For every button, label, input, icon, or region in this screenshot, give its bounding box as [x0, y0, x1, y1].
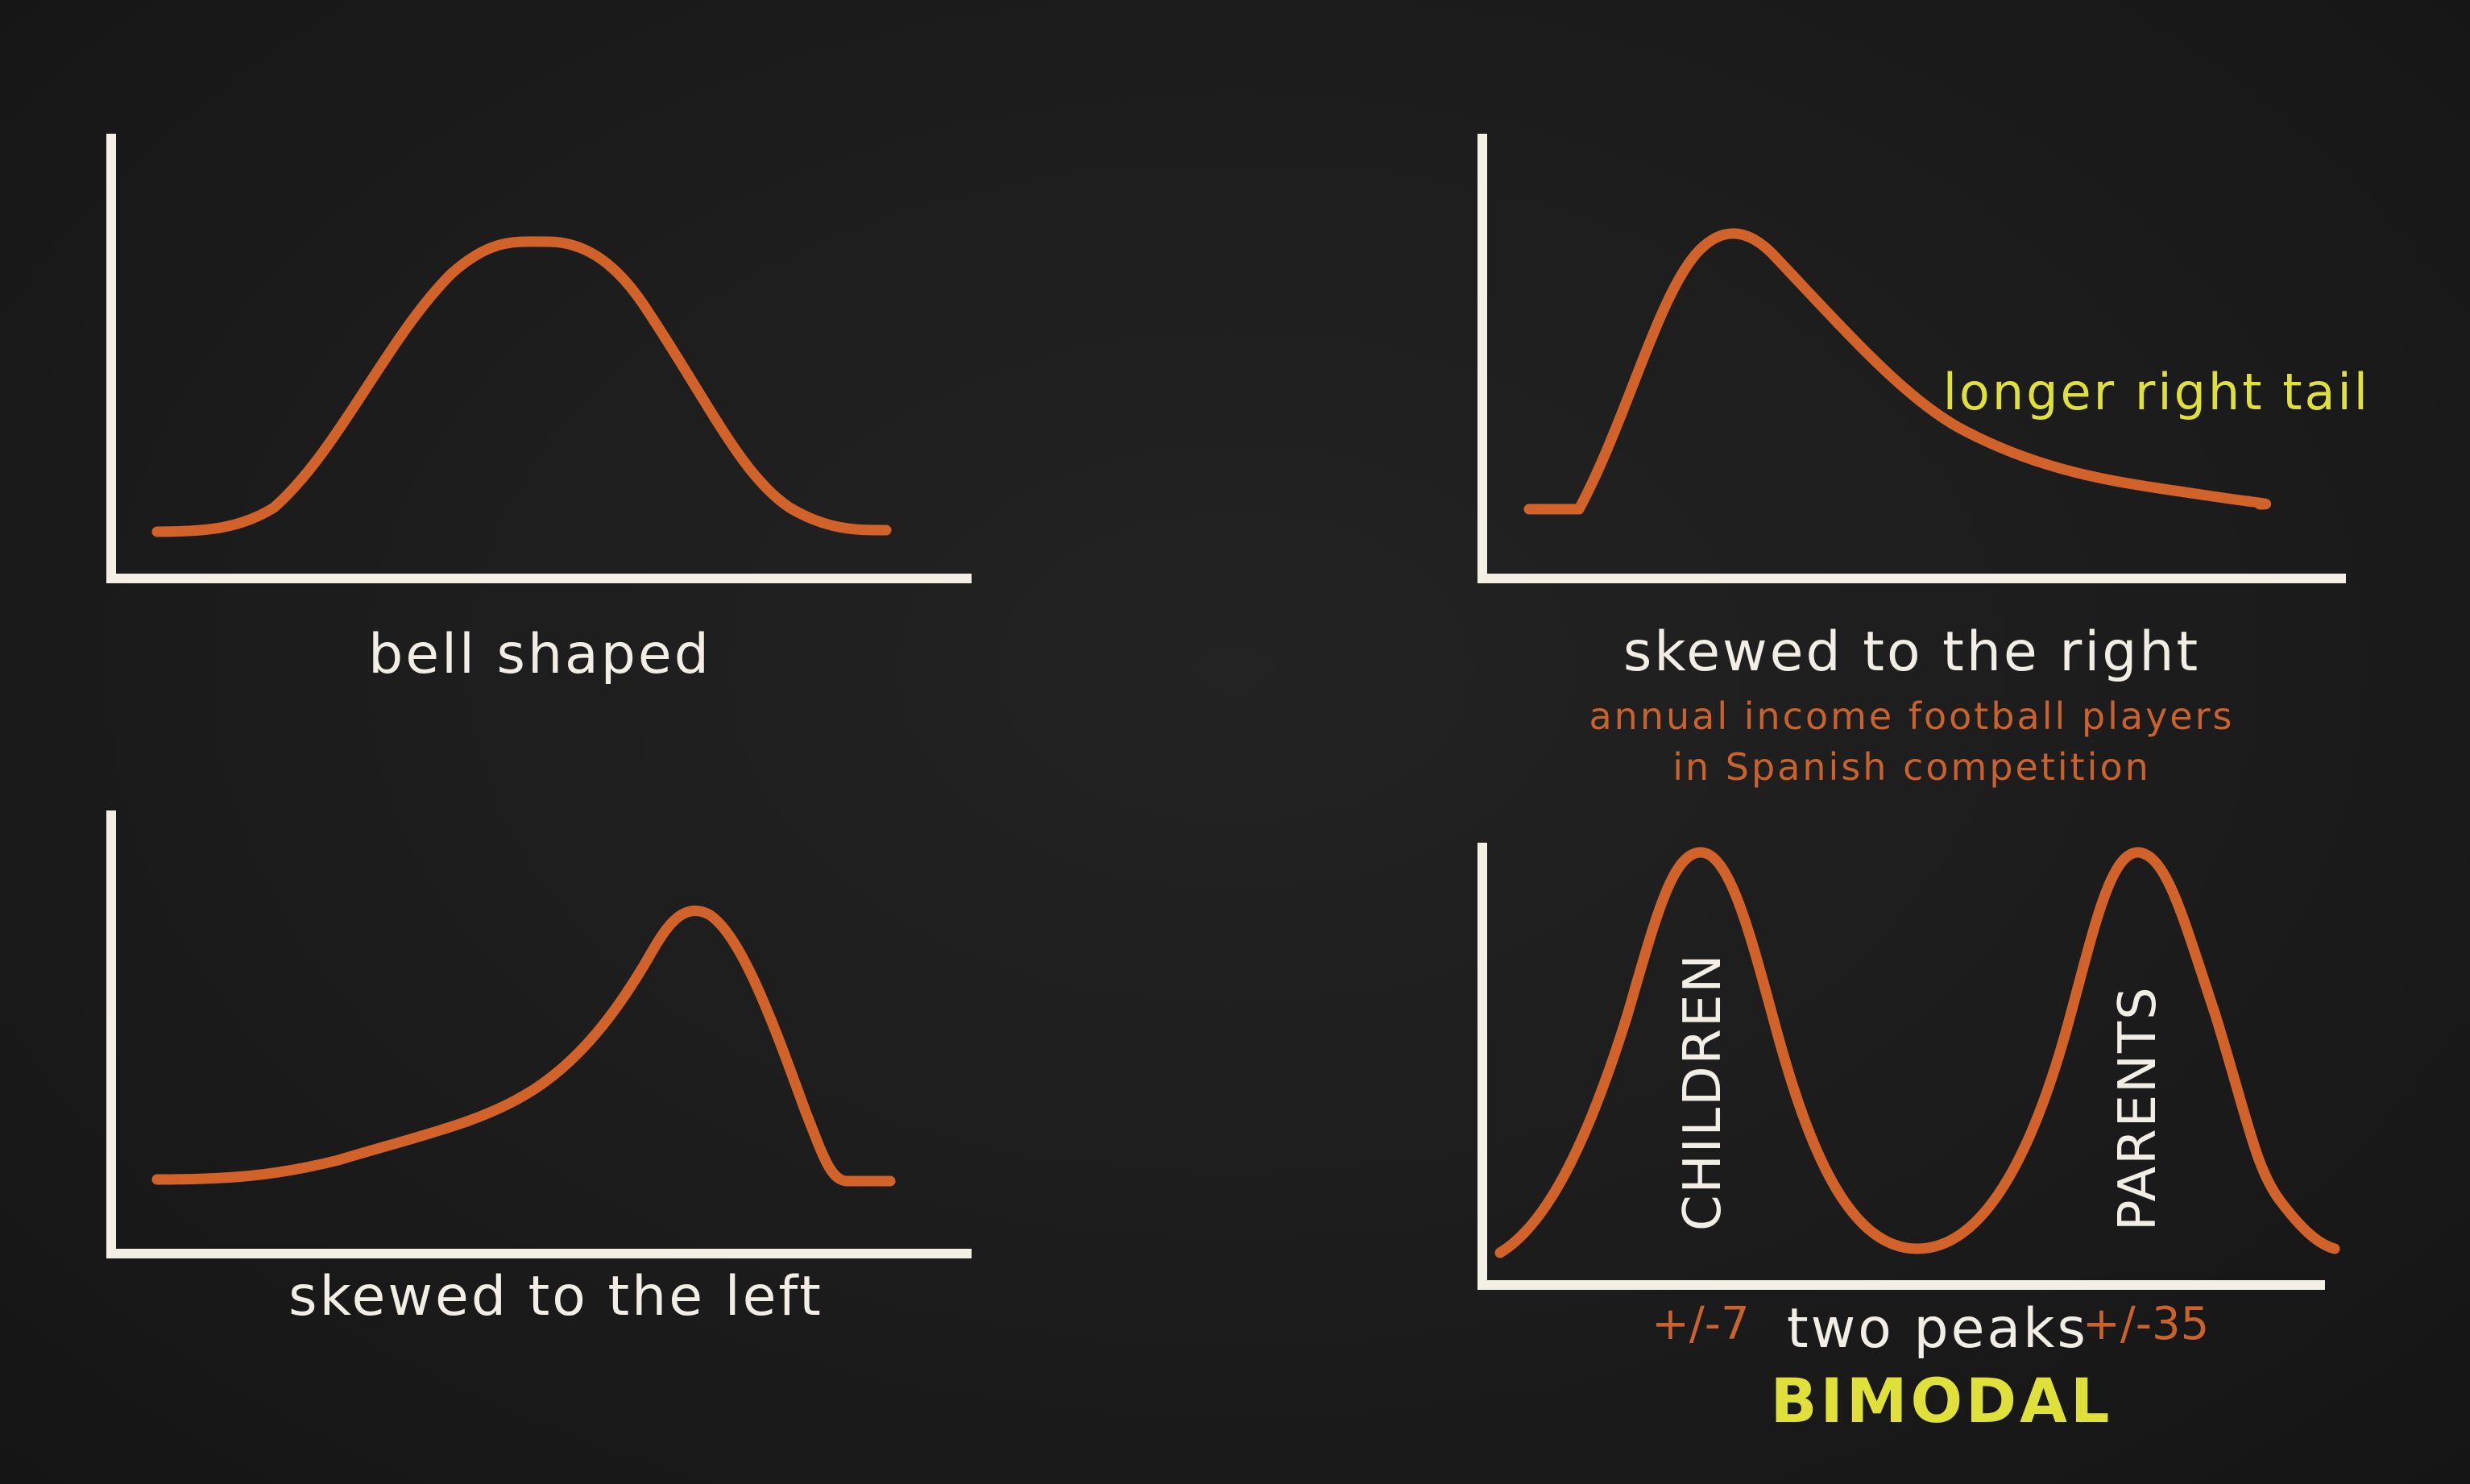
right-skew-label: skewed to the right	[1623, 620, 2200, 684]
right-skew-curve	[1523, 228, 2272, 515]
bell-label: bell shaped	[368, 623, 711, 686]
bimodal-title: BIMODAL	[1771, 1365, 2113, 1436]
left-skew-label: skewed to the left	[288, 1265, 823, 1329]
bell-axes	[106, 134, 972, 583]
bimodal-axes	[1477, 843, 2325, 1290]
parents-peak-label: PARENTS	[2108, 985, 2168, 1231]
left-skew-axes	[106, 810, 972, 1258]
longer-right-tail-note: longer right tail	[1943, 363, 2370, 421]
children-peak-label: CHILDREN	[1673, 953, 1733, 1231]
left-skew-curve	[151, 906, 896, 1187]
right-skew-example-line2: in Spanish competition	[1672, 745, 2151, 789]
right-skew-example-line1: annual income football players	[1589, 694, 2234, 738]
bimodal-label: two peaks	[1787, 1297, 2088, 1361]
parents-range: +/-35	[2083, 1298, 2209, 1350]
children-range: +/-7	[1652, 1298, 1750, 1350]
bimodal-curve	[1494, 847, 2340, 1258]
panel-bimodal: CHILDREN PARENTS +/-7 two peaks +/-35 BI…	[1477, 843, 2340, 1436]
bell-curve	[151, 236, 892, 537]
panel-skewed-right: longer right tail skewed to the right an…	[1477, 134, 2370, 789]
panel-skewed-left: skewed to the left	[106, 810, 972, 1329]
panel-bell-shaped: bell shaped	[106, 134, 972, 686]
right-skew-axes	[1477, 134, 2346, 583]
